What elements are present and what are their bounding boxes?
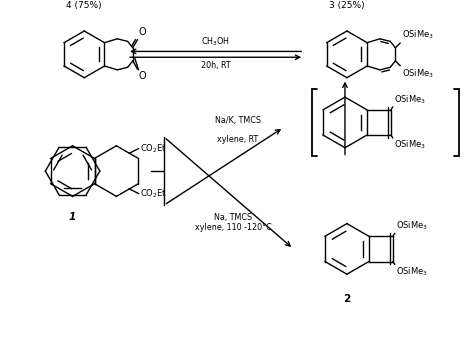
Text: OSiMe$_3$: OSiMe$_3$: [396, 265, 428, 278]
Text: CO$_2$Et: CO$_2$Et: [140, 187, 167, 200]
Text: CH$_3$OH: CH$_3$OH: [201, 35, 230, 48]
Text: O: O: [138, 27, 146, 37]
Text: 20h, RT: 20h, RT: [201, 61, 230, 70]
Text: OSiMe$_3$: OSiMe$_3$: [394, 93, 426, 106]
Text: 3 (25%): 3 (25%): [329, 1, 365, 10]
Text: OSiMe$_3$: OSiMe$_3$: [402, 28, 434, 41]
Text: OSiMe$_3$: OSiMe$_3$: [396, 220, 428, 232]
Text: CO$_2$Et: CO$_2$Et: [140, 142, 167, 155]
Text: Na, TMCS: Na, TMCS: [214, 213, 252, 222]
Text: OSiMe$_3$: OSiMe$_3$: [394, 139, 426, 152]
Text: 1: 1: [69, 212, 76, 222]
Text: xylene, RT: xylene, RT: [218, 135, 259, 144]
Text: O: O: [138, 71, 146, 81]
Text: OSiMe$_3$: OSiMe$_3$: [402, 68, 434, 80]
Text: 4 (75%): 4 (75%): [66, 1, 102, 10]
Text: Na/K, TMCS: Na/K, TMCS: [215, 116, 261, 126]
Text: 2: 2: [343, 294, 351, 304]
Text: xylene, 110 -120°C: xylene, 110 -120°C: [195, 223, 272, 232]
